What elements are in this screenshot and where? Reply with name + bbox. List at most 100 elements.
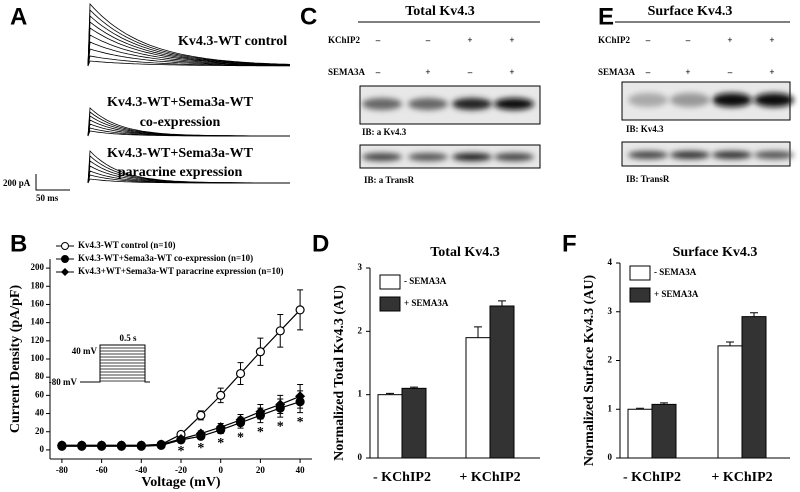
x-tick-label: + KChIP2 — [711, 470, 772, 485]
y-tick-label: 80 — [35, 371, 45, 381]
y-tick-label: 2 — [358, 325, 363, 335]
y-tick-label: 140 — [31, 317, 45, 327]
trace-label: Kv4.3-WT+Sema3a-WT — [107, 146, 254, 161]
inset-label: 0.5 s — [119, 333, 137, 343]
y-tick-label: 3 — [358, 262, 363, 272]
blot-label: IB: TransR — [626, 174, 670, 184]
row-label: KChIP2 — [328, 35, 361, 45]
marker — [96, 440, 107, 451]
marker — [275, 326, 285, 336]
chart-title: Surface Kv4.3 — [673, 245, 758, 260]
legend-label: Kv4.3-WT+Sema3a-WT co-expression (n=10) — [78, 253, 253, 263]
sign: – — [645, 67, 651, 77]
trace-label: Kv4.3-WT control — [178, 34, 287, 49]
x-tick-label: -80 — [56, 465, 68, 475]
error-bar — [498, 300, 506, 306]
scale-label: 200 pA — [3, 178, 31, 188]
current-traces — [87, 3, 291, 184]
sign: – — [727, 67, 733, 77]
error-bar — [474, 326, 482, 338]
sign: – — [685, 35, 691, 45]
marker — [156, 439, 167, 450]
x-tick-label: -20 — [175, 465, 187, 475]
marker — [76, 440, 87, 451]
band — [408, 98, 448, 110]
marker — [235, 368, 246, 379]
marker — [275, 399, 286, 410]
bar — [401, 387, 427, 459]
bar — [377, 394, 403, 459]
legend-swatch — [629, 287, 651, 303]
marker — [295, 391, 306, 402]
sign: – — [425, 35, 431, 45]
significance: * — [197, 441, 204, 456]
legend-label: Kv4.3+WT+Sema3a-WT paracrine expression … — [78, 266, 284, 276]
band — [670, 151, 710, 159]
panel-letter: C — [300, 3, 317, 30]
y-axis-label: Current Density (pA/pF) — [8, 285, 23, 434]
band — [408, 153, 448, 161]
y-tick-label: 100 — [31, 353, 45, 363]
legend-label: Kv4.3-WT control (n=10) — [78, 240, 176, 250]
band — [362, 98, 402, 110]
x-tick-label: 0 — [218, 465, 223, 475]
y-tick-label: 1 — [358, 389, 363, 399]
error-bar — [726, 341, 734, 346]
inset-label: 40 mV — [72, 346, 98, 356]
blot-label: IB: a Kv4.3 — [362, 127, 407, 137]
y-tick-label: 200 — [31, 262, 45, 272]
bar — [489, 305, 515, 459]
protocol — [80, 344, 150, 383]
marker — [195, 428, 206, 439]
trace-label: Kv4.3-WT+Sema3a-WT — [107, 95, 254, 110]
band — [628, 151, 668, 159]
blot-title: Surface Kv4.3 — [648, 4, 733, 19]
panel-letter: B — [10, 230, 27, 257]
sign: – — [645, 35, 651, 45]
legend-label: + SEMA3A — [654, 289, 699, 299]
legend-marker — [61, 255, 69, 263]
significance: * — [257, 425, 264, 440]
bar — [651, 403, 677, 459]
band — [670, 93, 710, 107]
sign: + — [425, 67, 430, 77]
y-tick-label: 3 — [608, 306, 613, 316]
band — [494, 98, 534, 110]
significance: * — [277, 419, 284, 434]
sign: + — [769, 35, 774, 45]
chart-title: Total Kv4.3 — [430, 245, 500, 260]
band — [754, 93, 794, 107]
scale-label: 50 ms — [36, 193, 59, 203]
sign: – — [467, 67, 473, 77]
current-trace — [87, 130, 290, 137]
error-bar — [750, 312, 758, 317]
bar — [627, 408, 653, 459]
row-label: KChIP2 — [598, 35, 631, 45]
series-line — [61, 309, 301, 446]
legend-label: - SEMA3A — [404, 276, 447, 286]
inset-label: -80 mV — [49, 377, 78, 387]
legend-swatch — [379, 296, 401, 312]
x-tick-label: - KChIP2 — [373, 470, 431, 485]
legend-marker — [61, 268, 69, 276]
y-tick-label: 0 — [608, 452, 613, 462]
marker — [56, 440, 67, 451]
sign: + — [509, 67, 514, 77]
marker — [295, 305, 305, 315]
y-tick-label: 40 — [35, 408, 45, 418]
bar — [465, 337, 491, 459]
sign: – — [375, 67, 381, 77]
panel-letter: D — [312, 230, 329, 257]
row-label: SEMA3A — [328, 67, 366, 77]
band — [712, 93, 752, 107]
y-tick-label: 1 — [608, 403, 613, 413]
x-axis-label: Voltage (mV) — [141, 475, 221, 490]
marker — [216, 390, 226, 400]
trace-label: co-expression — [140, 115, 221, 130]
x-tick-label: -40 — [135, 465, 147, 475]
marker — [235, 414, 246, 425]
sign: + — [685, 67, 690, 77]
blot-title: Total Kv4.3 — [405, 4, 475, 19]
legend-swatch — [379, 274, 401, 290]
marker — [176, 434, 186, 444]
